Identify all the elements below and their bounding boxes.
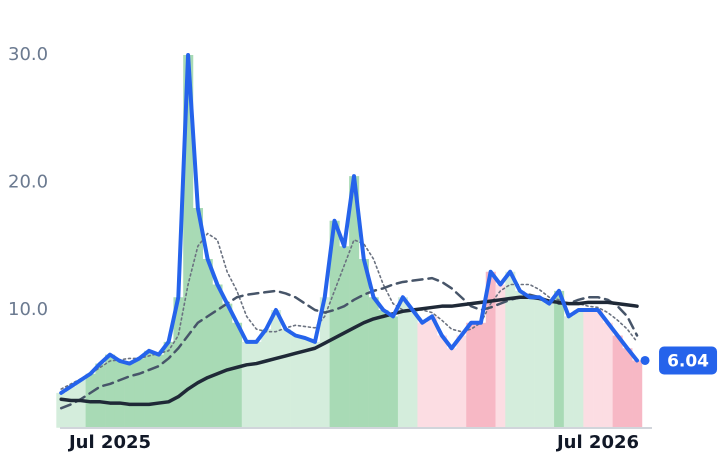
y-tick-label: 30.0: [8, 44, 48, 65]
regime-bar: [417, 322, 428, 428]
y-tick-label: 20.0: [8, 172, 48, 193]
regime-bar: [407, 310, 418, 428]
regime-bar: [368, 297, 379, 428]
regime-bar: [505, 271, 516, 428]
regime-bar: [524, 297, 535, 428]
regime-bar: [485, 271, 496, 428]
x-tick-label: Jul 2025: [67, 432, 151, 453]
regime-bar: [554, 290, 565, 428]
regime-bar: [397, 297, 408, 428]
regime-bar: [105, 354, 116, 428]
regime-bar: [310, 341, 321, 428]
regime-bar: [427, 316, 438, 428]
regime-bar: [300, 338, 311, 428]
regime-bar: [358, 259, 369, 428]
x-tick-label: Jul 2026: [555, 432, 639, 453]
regime-bar: [290, 335, 301, 428]
regime-bar: [144, 350, 155, 428]
regime-bar: [192, 208, 204, 428]
regime-bar: [612, 335, 623, 428]
regime-bar: [95, 363, 106, 428]
regime-bar: [163, 341, 174, 428]
last-value-label: 6.04: [667, 351, 709, 371]
regime-bar: [124, 363, 135, 428]
regime-bar: [66, 386, 77, 428]
regime-bar: [251, 341, 262, 428]
regime-bar: [476, 322, 487, 428]
regime-bar: [515, 290, 526, 428]
regime-bar: [271, 310, 282, 428]
regime-bar: [573, 310, 584, 428]
regime-bar: [583, 310, 594, 428]
regime-bar: [339, 246, 350, 428]
last-point: [640, 355, 650, 365]
regime-bar: [534, 297, 545, 428]
regime-bar: [602, 322, 613, 428]
regime-bar: [495, 284, 506, 428]
regime-bar: [632, 360, 643, 428]
last-value-badge: [659, 346, 718, 375]
regime-bar: [153, 354, 164, 428]
series-line: [59, 276, 639, 410]
regime-bar: [622, 348, 633, 428]
regime-bar: [232, 322, 243, 428]
regime-bar: [56, 392, 67, 428]
regime-bar: [466, 322, 477, 428]
regime-bar: [349, 176, 360, 428]
regime-bar: [544, 303, 555, 428]
regime-bar: [173, 297, 184, 428]
series-line: [59, 53, 640, 395]
regime-bar: [75, 380, 86, 428]
regime-bar: [436, 335, 448, 428]
regime-bar: [593, 310, 604, 428]
regime-bar: [329, 220, 340, 428]
regime-bar: [446, 348, 457, 428]
y-tick-label: 10.0: [8, 299, 48, 320]
regime-bar: [183, 55, 194, 428]
regime-bar: [456, 335, 467, 428]
regime-bar: [563, 316, 574, 428]
regime-bar: [212, 284, 223, 428]
regime-bar: [114, 361, 125, 428]
regime-bar: [319, 297, 330, 428]
regime-bar: [222, 303, 233, 428]
regime-bar: [388, 316, 399, 428]
regime-bar: [134, 358, 145, 428]
regime-bar: [202, 259, 213, 428]
regime-bar: [378, 310, 389, 428]
regime-bar: [241, 341, 252, 428]
regime-bar: [280, 329, 291, 428]
regime-bar: [261, 329, 272, 428]
